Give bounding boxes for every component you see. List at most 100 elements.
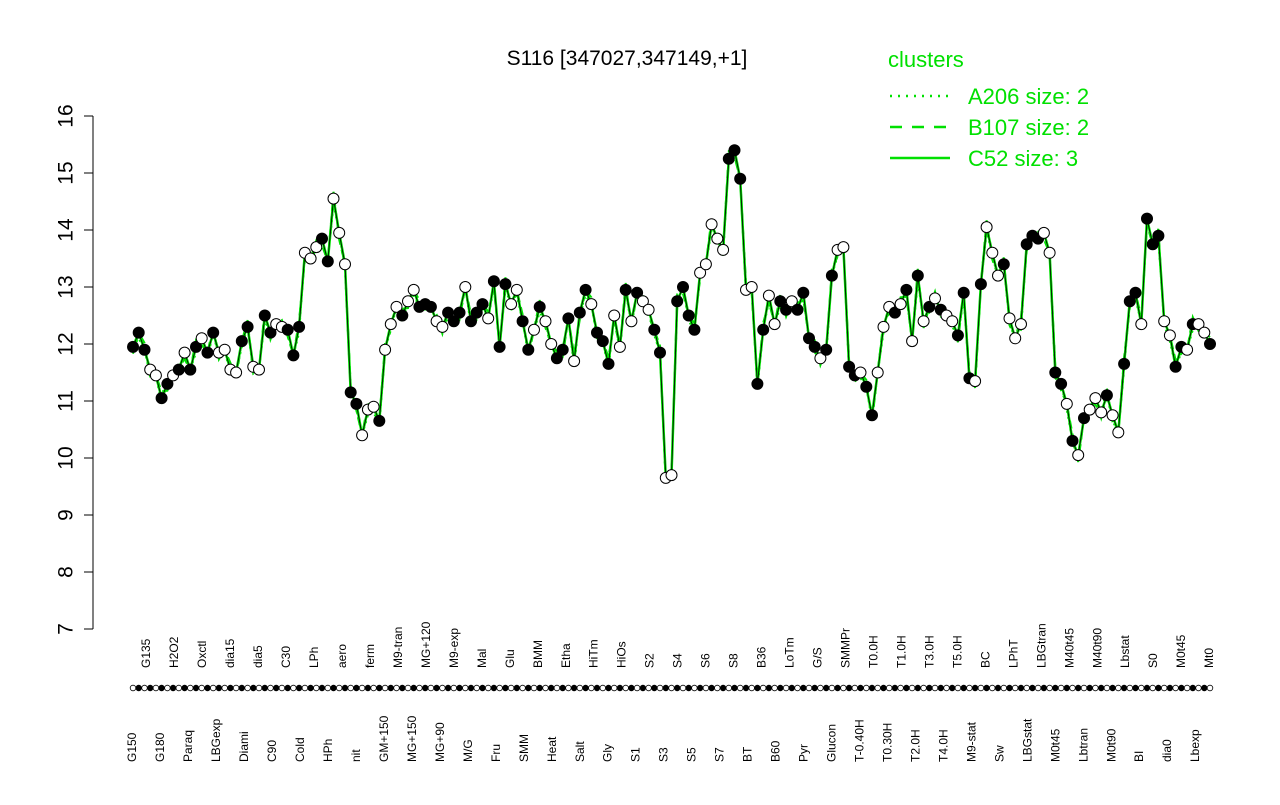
- x-marker: [937, 684, 944, 692]
- data-point: [906, 335, 919, 348]
- y-tick-label: 12: [55, 332, 78, 355]
- x-marker: [1120, 684, 1128, 692]
- data-point: [768, 318, 781, 331]
- x-marker: [255, 684, 263, 692]
- x-tick-label: T1.0H: [894, 635, 908, 668]
- data-point: [253, 363, 265, 376]
- data-point: [470, 306, 483, 319]
- data-point: [814, 352, 827, 365]
- x-marker: [1109, 684, 1116, 692]
- data-point: [837, 241, 850, 254]
- x-tick-label: LPh: [307, 647, 321, 668]
- data-point: [717, 243, 730, 256]
- x-marker: [1057, 684, 1065, 692]
- x-marker: [158, 684, 165, 692]
- data-point: [184, 363, 197, 376]
- x-marker: [1115, 684, 1122, 692]
- x-marker: [754, 684, 761, 692]
- data-point: [190, 340, 202, 353]
- x-tick-label: M0t90: [1104, 728, 1118, 762]
- x-tick-label: LBGstat: [1020, 718, 1034, 762]
- x-tick-label: M9-stat: [964, 721, 978, 762]
- data-point: [218, 343, 231, 356]
- x-marker: [777, 684, 784, 692]
- data-point: [402, 295, 414, 308]
- data-point: [293, 320, 306, 333]
- x-tick-label: M40t45: [1062, 628, 1076, 668]
- data-point: [379, 343, 392, 356]
- x-marker: [639, 684, 647, 692]
- x-marker: [794, 684, 801, 692]
- x-marker: [261, 684, 268, 692]
- data-point: [1135, 318, 1148, 331]
- x-marker: [593, 684, 601, 692]
- y-tick-label: 16: [55, 104, 78, 127]
- data-point: [585, 298, 598, 311]
- x-marker: [989, 684, 996, 692]
- x-marker: [868, 684, 876, 692]
- data-point: [843, 360, 856, 373]
- data-point: [172, 363, 185, 376]
- data-point: [499, 278, 512, 291]
- x-marker: [966, 684, 973, 692]
- x-tick-label: B60: [769, 740, 783, 762]
- x-tick-label: Etha: [559, 643, 573, 668]
- x-tick-label: dia15: [223, 638, 237, 668]
- x-marker: [141, 684, 148, 692]
- y-tick-label: 11: [55, 390, 78, 412]
- x-marker: [1034, 684, 1042, 692]
- data-point: [1129, 286, 1142, 299]
- x-tick-label: G135: [139, 638, 153, 668]
- x-marker: [444, 684, 452, 692]
- chart-title: S116 [347027,347149,+1]: [507, 47, 748, 70]
- x-tick-label: M40t90: [1090, 628, 1104, 668]
- x-marker: [645, 684, 652, 692]
- x-marker: [903, 684, 910, 692]
- data-point: [333, 226, 346, 239]
- x-marker: [679, 684, 687, 692]
- data-point: [321, 255, 334, 268]
- x-tick-label: M/G: [461, 739, 475, 762]
- x-marker: [204, 684, 211, 692]
- data-point: [1060, 397, 1073, 410]
- data-point: [613, 340, 626, 353]
- data-point: [1095, 406, 1108, 419]
- x-marker: [1006, 684, 1013, 692]
- data-point: [699, 258, 712, 271]
- x-tick-label: Oxctl: [195, 641, 209, 668]
- data-point: [510, 283, 523, 296]
- legend-label: A206 size: 2: [968, 84, 1089, 109]
- data-point: [1037, 226, 1050, 239]
- x-marker: [805, 684, 813, 692]
- x-tick-label: C30: [279, 646, 293, 668]
- data-point: [568, 355, 581, 368]
- data-point: [631, 286, 644, 299]
- data-point: [854, 366, 867, 379]
- data-point: [241, 320, 254, 333]
- x-tick-label: T3.0H: [922, 635, 936, 668]
- data-point: [974, 278, 987, 291]
- x-tick-label: Paraq: [181, 730, 195, 762]
- x-marker: [1029, 684, 1036, 692]
- x-marker: [152, 684, 160, 692]
- x-marker: [146, 684, 154, 692]
- data-point: [281, 323, 294, 336]
- x-marker: [817, 684, 824, 692]
- x-marker: [656, 684, 664, 692]
- data-point: [556, 343, 569, 356]
- data-point: [1015, 318, 1027, 331]
- x-marker: [422, 684, 429, 692]
- data-point: [1049, 366, 1062, 379]
- data-point: [900, 283, 913, 296]
- x-marker: [994, 684, 1002, 692]
- data-point: [230, 366, 243, 379]
- x-marker: [570, 684, 578, 692]
- x-marker: [364, 684, 372, 692]
- y-tick-label: 8: [55, 566, 78, 578]
- x-marker: [370, 684, 377, 692]
- x-marker: [588, 684, 595, 692]
- x-marker: [198, 684, 205, 692]
- data-point: [310, 241, 323, 254]
- x-marker: [719, 684, 727, 692]
- data-point: [127, 340, 139, 353]
